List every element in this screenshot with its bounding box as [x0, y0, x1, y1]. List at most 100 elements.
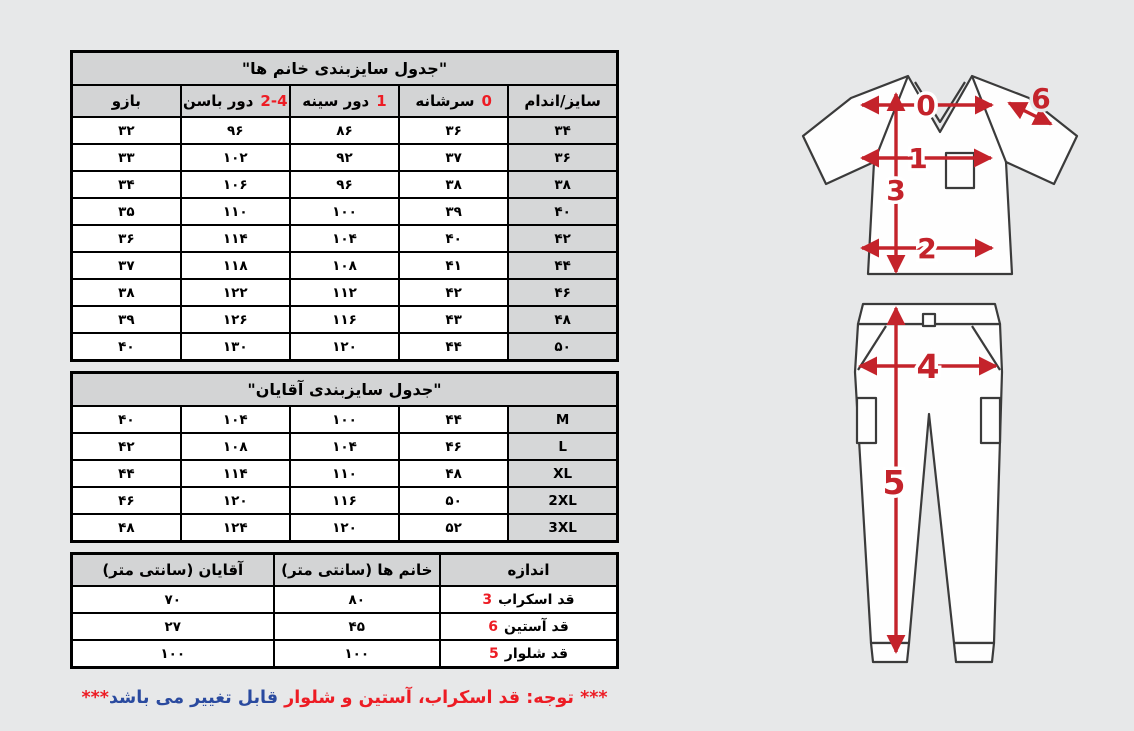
table-row: ۴۰ ۱۳۰ ۱۲۰ ۴۴ ۵۰	[70, 332, 619, 362]
length-header-row: آقایان (سانتی متر) خانم ها (سانتی متر) ا…	[70, 552, 619, 587]
men-cm-header: آقایان (سانتی متر)	[70, 552, 275, 587]
scrub-top-diagram: 0 1 2 3 6	[801, 74, 1079, 276]
value-cell: ۱۰۰	[288, 405, 401, 434]
note-blue-text: قابل تغییر می باشد	[108, 688, 279, 708]
value-cell: ۱۱۲	[288, 278, 401, 307]
table-row: ۳۸ ۱۲۲ ۱۱۲ ۴۲ ۴۶	[70, 278, 619, 307]
value-cell: ۴۶	[70, 486, 182, 515]
belt-loop	[921, 312, 937, 328]
value-cell: ۱۱۰	[179, 197, 291, 226]
value-cell: ۹۶	[179, 116, 291, 145]
size-cell: ۳۴	[507, 116, 619, 145]
collar-band	[914, 81, 966, 124]
size-cell: XL	[507, 459, 619, 488]
column-label: بازو	[111, 92, 141, 110]
value-cell: ۴۴	[70, 459, 182, 488]
women-table-title: "جدول سایزبندی خانم ها"	[70, 50, 619, 86]
size-cell: 3XL	[507, 513, 619, 543]
value-cell: ۴۳	[398, 305, 510, 334]
note-asterisks: ***	[81, 688, 109, 708]
column-header: بازو	[70, 84, 182, 118]
value-cell: ۳۲	[70, 116, 182, 145]
table-row: ۲۷ ۴۵ 6 قد آستین	[70, 612, 619, 641]
value-cell: ۴۰	[70, 405, 182, 434]
note-red-text: *** توجه: قد اسکراب، آستین و شلوار	[284, 688, 608, 708]
hem-measure-label: 2	[917, 232, 936, 265]
value-cell: ۴۶	[398, 432, 510, 461]
men-table-body: ۴۰ ۱۰۴ ۱۰۰ ۴۴ M ۴۲ ۱۰۸ ۱۰۴ ۴۶ L ۴۴ ۱۱۴ ۱۱۰ ۴۸ XL ۴۶ ۱۲۰ ۱…	[70, 405, 619, 543]
value-cell: ۱۰۴	[288, 224, 401, 253]
value-cell: ۱۰۲	[179, 143, 291, 172]
raglan-seam-right	[970, 75, 1008, 163]
column-number: 0	[481, 92, 492, 110]
women-value-cell: ۱۰۰	[272, 639, 442, 669]
column-header: سرشانه 0	[398, 84, 510, 118]
women-cm-header: خانم ها (سانتی متر)	[272, 552, 442, 587]
men-value-cell: ۷۰	[70, 585, 275, 614]
value-cell: ۴۰	[398, 224, 510, 253]
value-cell: ۴۸	[398, 459, 510, 488]
value-cell: ۴۴	[398, 332, 510, 362]
value-cell: ۳۳	[70, 143, 182, 172]
value-cell: ۴۴	[398, 405, 510, 434]
size-cell: ۵۰	[507, 332, 619, 362]
size-cell: L	[507, 432, 619, 461]
value-cell: ۱۱۴	[179, 459, 291, 488]
table-row: ۳۹ ۱۲۶ ۱۱۶ ۴۳ ۴۸	[70, 305, 619, 334]
tables-column: "جدول سایزبندی خانم ها" بازو دور باسن 2-4 د…	[70, 50, 619, 669]
measure-label-cell: 6 قد آستین	[439, 612, 619, 641]
value-cell: ۳۸	[398, 170, 510, 199]
length-table-body: ۷۰ ۸۰ 3 قد اسکراب ۲۷ ۴۵ 6 قد آستین ۱۰۰ ۱۰۰ 5 قد شلو…	[70, 585, 619, 669]
value-cell: ۱۲۰	[288, 513, 401, 543]
value-cell: ۹۶	[288, 170, 401, 199]
value-cell: ۳۹	[398, 197, 510, 226]
women-value-cell: ۴۵	[272, 612, 442, 641]
table-row: ۳۷ ۱۱۸ ۱۰۸ ۴۱ ۴۴	[70, 251, 619, 280]
size-cell: M	[507, 405, 619, 434]
measure-number: 3	[482, 591, 493, 608]
value-cell: ۱۱۶	[288, 486, 401, 515]
value-cell: ۳۶	[398, 116, 510, 145]
column-label: دور باسن	[183, 92, 254, 110]
value-cell: ۳۶	[70, 224, 182, 253]
table-row: ۳۲ ۹۶ ۸۶ ۳۶ ۳۴	[70, 116, 619, 145]
value-cell: ۵۰	[398, 486, 510, 515]
measure-label: قد اسکراب	[498, 591, 575, 608]
size-cell: ۴۰	[507, 197, 619, 226]
table-title-row: "جدول سایزبندی خانم ها"	[70, 50, 619, 86]
sleeve-measure-label: 6	[1031, 82, 1050, 115]
scrub-top-outline	[801, 74, 1079, 276]
value-cell: ۱۰۸	[179, 432, 291, 461]
value-cell: ۱۲۰	[288, 332, 401, 362]
sleeve-length-arrow	[1007, 101, 1053, 126]
value-cell: ۱۰۰	[288, 197, 401, 226]
measure-number: 6	[488, 618, 499, 635]
value-cell: ۳۸	[70, 278, 182, 307]
scrub-pants-diagram: 4 5	[853, 302, 1004, 664]
measure-number: 5	[489, 645, 499, 662]
size-cell: 2XL	[507, 486, 619, 515]
value-cell: ۵۲	[398, 513, 510, 543]
men-size-table: "جدول سایزبندی آقایان" ۴۰ ۱۰۴ ۱۰۰ ۴۴ M ۴۲ ۱۰۸ ۱…	[70, 371, 619, 543]
value-cell: ۱۲۲	[179, 278, 291, 307]
value-cell: ۳۴	[70, 170, 182, 199]
table-title-row: "جدول سایزبندی آقایان"	[70, 371, 619, 407]
column-number: 1	[376, 92, 387, 110]
women-header-row: بازو دور باسن 2-4 دور سینه 1 سرشانه 0 سایز/اندا…	[70, 84, 619, 118]
length-table: آقایان (سانتی متر) خانم ها (سانتی متر) ا…	[70, 552, 619, 669]
value-cell: ۳۹	[70, 305, 182, 334]
table-row: ۱۰۰ ۱۰۰ 5 قد شلوار	[70, 639, 619, 669]
women-size-table: "جدول سایزبندی خانم ها" بازو دور باسن 2-4 د…	[70, 50, 619, 362]
value-cell: ۱۳۰	[179, 332, 291, 362]
value-cell: ۸۶	[288, 116, 401, 145]
column-label: دور سینه	[302, 92, 370, 110]
value-cell: ۹۲	[288, 143, 401, 172]
column-label: سایز/اندام	[524, 92, 601, 110]
size-cell: ۴۸	[507, 305, 619, 334]
value-cell: ۱۲۶	[179, 305, 291, 334]
size-cell: ۴۴	[507, 251, 619, 280]
size-cell: ۴۲	[507, 224, 619, 253]
column-number: 2-4	[260, 92, 288, 110]
value-cell: ۴۰	[70, 332, 182, 362]
ankle-cuff-right	[952, 641, 996, 664]
